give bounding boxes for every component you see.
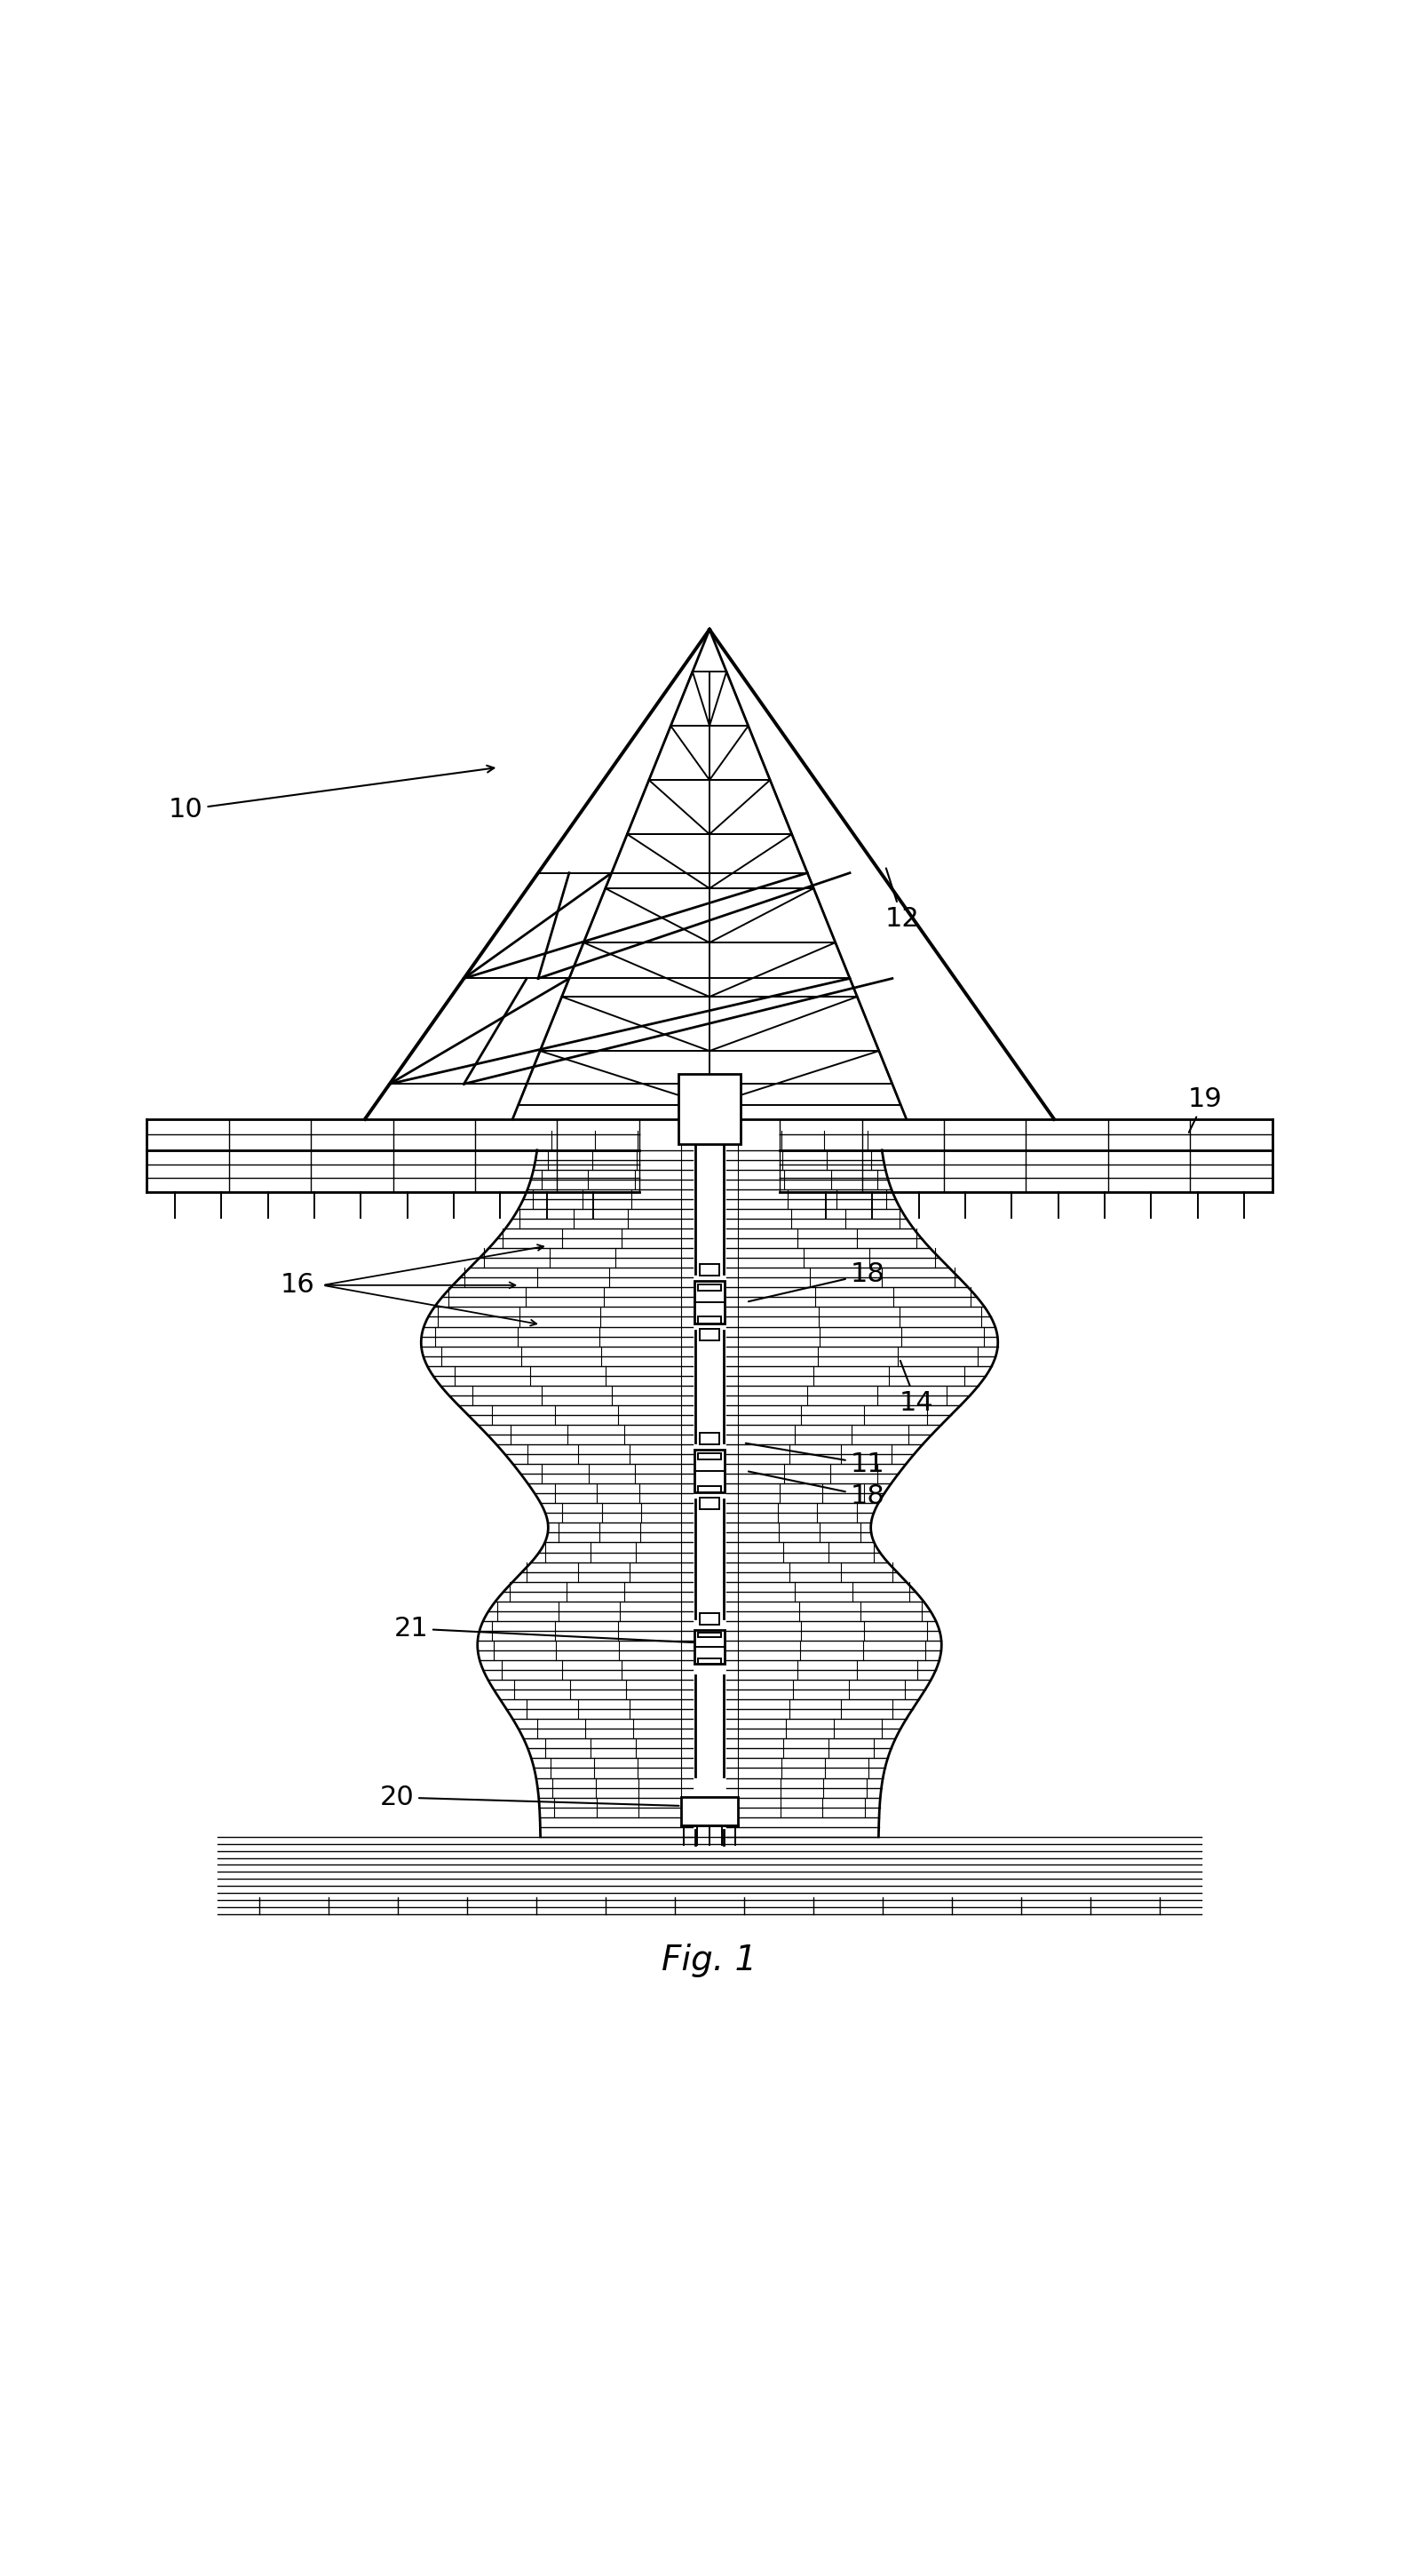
Text: 18: 18 [748, 1471, 884, 1510]
Bar [698, 1316, 721, 1324]
Text: 21: 21 [393, 1615, 692, 1643]
Text: 14: 14 [900, 1360, 934, 1417]
Text: 16: 16 [281, 1273, 315, 1298]
Bar [694, 1450, 725, 1492]
Bar [695, 1144, 724, 1275]
Bar [695, 1674, 724, 1777]
Bar [700, 1265, 719, 1275]
Bar [694, 1631, 725, 1664]
Bar [700, 1329, 719, 1340]
Bar [681, 1798, 738, 1826]
Bar [700, 1432, 719, 1445]
Bar [700, 1497, 719, 1510]
Bar [698, 1486, 721, 1492]
Text: Fig. 1: Fig. 1 [661, 1945, 758, 1978]
Text: 11: 11 [746, 1443, 884, 1476]
Bar [698, 1633, 721, 1638]
Bar [698, 1283, 721, 1291]
Text: 20: 20 [380, 1785, 678, 1811]
Bar [700, 1613, 719, 1625]
Text: 10: 10 [169, 765, 494, 822]
Bar [695, 1329, 724, 1443]
Text: 12: 12 [885, 868, 920, 933]
Bar [695, 1499, 724, 1618]
Bar [678, 1074, 741, 1144]
Bar [694, 1280, 725, 1324]
Text: 18: 18 [748, 1262, 884, 1301]
Text: 19: 19 [1188, 1087, 1222, 1133]
Bar [698, 1659, 721, 1664]
Bar [698, 1453, 721, 1461]
